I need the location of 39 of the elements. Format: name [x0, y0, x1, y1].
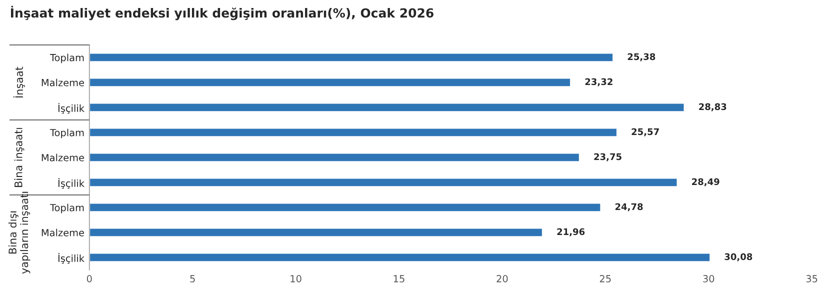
- y-tick-label: Toplam: [50, 54, 84, 64]
- data-label: 28,83: [699, 103, 726, 112]
- y-tick-label: Malzeme: [42, 228, 84, 236]
- data-label: 23,32: [585, 78, 612, 86]
- bar: [89, 227, 544, 238]
- y-tick-label: Toplam: [50, 204, 84, 214]
- x-tick-label: 30: [703, 275, 714, 282]
- bar: [89, 52, 614, 63]
- x-tick-label: 0: [86, 275, 92, 282]
- x-tick-label: 5: [190, 275, 195, 282]
- bar: [89, 177, 678, 188]
- y-tick-label: Toplam: [50, 128, 84, 138]
- y-tick-label: İşçilik: [58, 178, 84, 189]
- x-tick-label: 25: [600, 275, 611, 282]
- data-label: 23,75: [594, 153, 622, 162]
- data-label: 25,57: [632, 128, 659, 136]
- bar: [89, 77, 572, 88]
- data-label: 25,38: [628, 53, 656, 62]
- text: Bina inşaatı: [14, 128, 24, 187]
- x-tick-label: 35: [806, 275, 818, 282]
- data-label: 28,49: [692, 178, 720, 186]
- y-tick-label: Malzeme: [42, 78, 84, 86]
- text: İnşaat: [13, 66, 25, 98]
- y-tick-label: İşçilik: [58, 252, 84, 264]
- chart-title: İnşaat maliyet endeksi yıllık değişim oranları(%), Ocak 2026: [10, 6, 434, 20]
- bar: [89, 127, 618, 138]
- data-label: 24,78: [615, 203, 643, 212]
- bar: [89, 102, 686, 113]
- bar: [89, 152, 580, 163]
- x-tick-label: 15: [394, 275, 404, 282]
- y-tick-label: İşçilik: [58, 102, 84, 114]
- data-label: 21,96: [557, 228, 585, 236]
- bar: [89, 202, 602, 213]
- bar: [89, 252, 711, 263]
- text: Bina dışı yapıların inşaatı: [8, 192, 30, 274]
- x-tick-label: 10: [290, 275, 302, 282]
- data-label: 30,08: [724, 253, 752, 262]
- x-tick-label: 20: [496, 275, 508, 282]
- y-tick-label: Malzeme: [42, 154, 84, 162]
